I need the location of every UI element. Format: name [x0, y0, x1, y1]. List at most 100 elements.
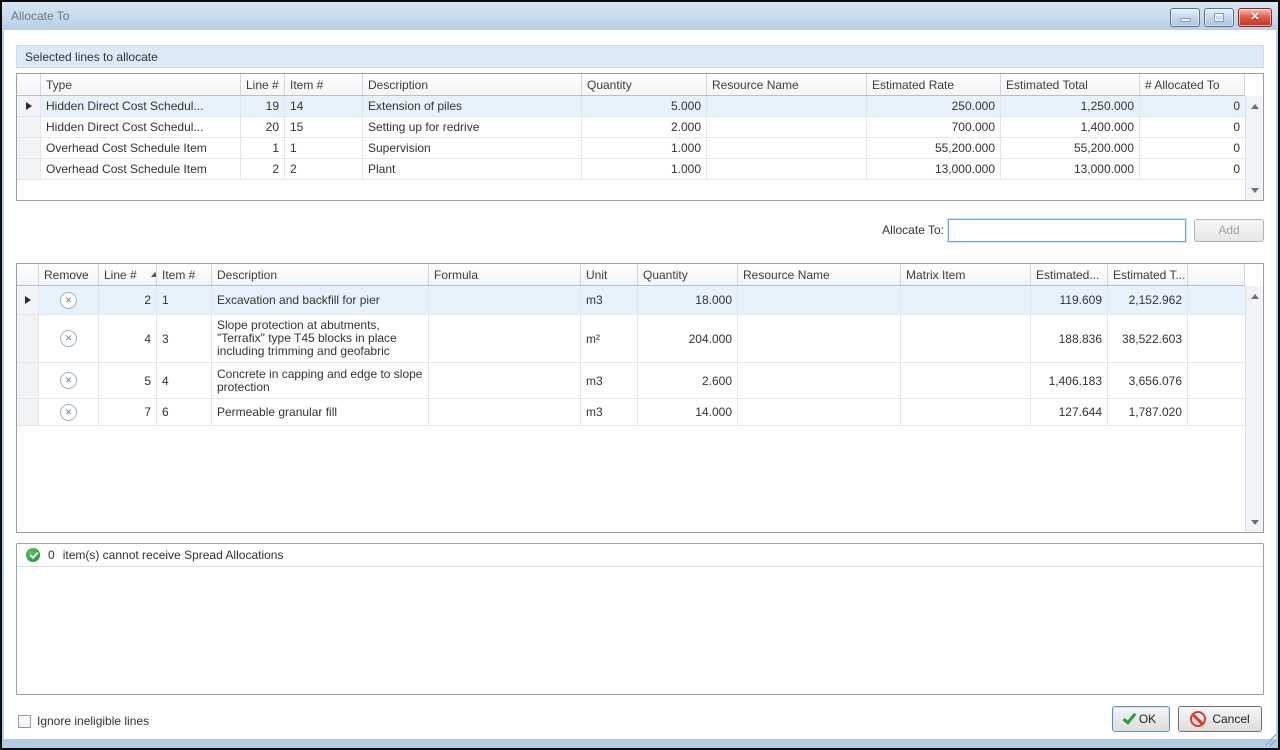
cell-item: 4: [157, 363, 212, 398]
column-header-matrix-item[interactable]: Matrix Item: [901, 264, 1031, 285]
cell-quantity: 18.000: [638, 286, 738, 314]
cell-unit: m3: [581, 363, 638, 398]
selected-lines-header: Selected lines to allocate: [16, 45, 1264, 68]
row-selector: [17, 138, 41, 158]
cell-item: 14: [285, 96, 363, 116]
cell-description: Permeable granular fill: [212, 399, 429, 425]
cell-formula: [429, 363, 581, 398]
cancel-button[interactable]: Cancel: [1178, 706, 1262, 732]
scroll-up-arrow[interactable]: [1246, 98, 1263, 114]
row-selector-header: [17, 74, 41, 95]
cell-line: 20: [241, 117, 285, 137]
column-header-estimated-rate[interactable]: Estimated...: [1031, 264, 1108, 285]
column-header-estimated-total[interactable]: Estimated Total: [1001, 74, 1140, 95]
selected-lines-grid-header: Type Line # Item # Description Quantity …: [17, 74, 1245, 96]
cell-allocated: 0: [1140, 159, 1245, 179]
column-header-formula[interactable]: Formula: [429, 264, 581, 285]
remove-icon[interactable]: [60, 404, 77, 421]
column-header-item[interactable]: Item #: [285, 74, 363, 95]
cell-total: 1,787.020: [1108, 399, 1188, 425]
column-header-quantity[interactable]: Quantity: [638, 264, 738, 285]
cell-item: 6: [157, 399, 212, 425]
cell-matrix: [901, 399, 1031, 425]
column-header-resource-name[interactable]: Resource Name: [707, 74, 867, 95]
table-row[interactable]: Hidden Direct Cost Schedul... 20 15 Sett…: [17, 117, 1245, 138]
cell-filler: [1188, 363, 1245, 398]
arrow-up-icon: [1251, 294, 1259, 299]
column-header-line[interactable]: Line #: [99, 264, 157, 285]
maximize-button[interactable]: [1204, 8, 1234, 27]
table-row[interactable]: Overhead Cost Schedule Item 2 2 Plant 1.…: [17, 159, 1245, 180]
ignore-ineligible-checkbox-group[interactable]: Ignore ineligible lines: [18, 714, 149, 728]
cell-rate: 119.609: [1031, 286, 1108, 314]
remove-cell: [39, 286, 99, 314]
scroll-up-arrow[interactable]: [1246, 288, 1263, 304]
column-header-estimated-total[interactable]: Estimated T...: [1108, 264, 1188, 285]
table-row[interactable]: 4 3 Slope protection at abutments, "Terr…: [17, 315, 1245, 363]
allocation-lines-grid: Remove Line # Item # Description Formula…: [16, 263, 1264, 533]
cell-unit: m3: [581, 286, 638, 314]
table-row[interactable]: Overhead Cost Schedule Item 1 1 Supervis…: [17, 138, 1245, 159]
cell-rate: 13,000.000: [867, 159, 1001, 179]
vertical-scrollbar[interactable]: [1245, 286, 1263, 532]
close-button[interactable]: ✕: [1238, 8, 1272, 27]
scroll-down-arrow[interactable]: [1246, 514, 1263, 530]
cell-formula: [429, 315, 581, 362]
column-header-estimated-rate[interactable]: Estimated Rate: [867, 74, 1001, 95]
add-button[interactable]: Add: [1194, 219, 1264, 242]
scroll-down-arrow[interactable]: [1246, 182, 1263, 198]
table-row[interactable]: 7 6 Permeable granular fill m3 14.000 12…: [17, 399, 1245, 426]
column-header-unit[interactable]: Unit: [581, 264, 638, 285]
cell-line: 5: [99, 363, 157, 398]
cell-type: Overhead Cost Schedule Item: [41, 138, 241, 158]
column-header-quantity[interactable]: Quantity: [582, 74, 707, 95]
table-row[interactable]: 5 4 Concrete in capping and edge to slop…: [17, 363, 1245, 399]
cell-quantity: 2.000: [582, 117, 707, 137]
remove-icon[interactable]: [60, 292, 77, 309]
cell-filler: [1188, 399, 1245, 425]
cell-rate: 700.000: [867, 117, 1001, 137]
column-header-description[interactable]: Description: [363, 74, 582, 95]
cell-description: Setting up for redrive: [363, 117, 582, 137]
cell-unit: m²: [581, 315, 638, 362]
row-selector: [17, 315, 39, 362]
cell-quantity: 1.000: [582, 138, 707, 158]
ok-button-label: OK: [1139, 712, 1156, 726]
column-header-resource-name[interactable]: Resource Name: [738, 264, 901, 285]
allocate-to-label: Allocate To:: [882, 223, 944, 237]
cell-quantity: 5.000: [582, 96, 707, 116]
remove-icon[interactable]: [60, 372, 77, 389]
cell-unit: m3: [581, 399, 638, 425]
minimize-button[interactable]: [1170, 8, 1200, 27]
cancel-button-label: Cancel: [1212, 712, 1249, 726]
column-header-description[interactable]: Description: [212, 264, 429, 285]
cell-line: 2: [241, 159, 285, 179]
cell-resource: [738, 363, 901, 398]
arrow-down-icon: [1251, 188, 1259, 193]
column-header-line[interactable]: Line #: [241, 74, 285, 95]
column-header-allocated-to[interactable]: # Allocated To: [1140, 74, 1245, 95]
row-arrow-icon: [25, 296, 31, 304]
column-header-item[interactable]: Item #: [157, 264, 212, 285]
vertical-scrollbar[interactable]: [1245, 96, 1263, 200]
cell-filler: [1188, 315, 1245, 362]
allocate-to-input[interactable]: [948, 219, 1186, 242]
cell-resource: [738, 399, 901, 425]
title-bar[interactable]: Allocate To ✕: [2, 2, 1278, 30]
column-header-type[interactable]: Type: [41, 74, 241, 95]
status-message: item(s) cannot receive Spread Allocation…: [63, 548, 284, 562]
table-row[interactable]: 2 1 Excavation and backfill for pier m3 …: [17, 286, 1245, 315]
ok-button[interactable]: OK: [1112, 706, 1170, 732]
row-selector: [17, 159, 41, 179]
cell-matrix: [901, 286, 1031, 314]
remove-cell: [39, 363, 99, 398]
cell-resource: [707, 138, 867, 158]
resize-grip[interactable]: [1264, 734, 1276, 746]
table-row[interactable]: Hidden Direct Cost Schedul... 19 14 Exte…: [17, 96, 1245, 117]
ignore-ineligible-checkbox[interactable]: [18, 715, 31, 728]
remove-icon[interactable]: [60, 330, 77, 347]
cell-description: Supervision: [363, 138, 582, 158]
allocate-to-row: Allocate To: Add: [16, 219, 1264, 243]
column-header-remove[interactable]: Remove: [39, 264, 99, 285]
cell-resource: [707, 117, 867, 137]
